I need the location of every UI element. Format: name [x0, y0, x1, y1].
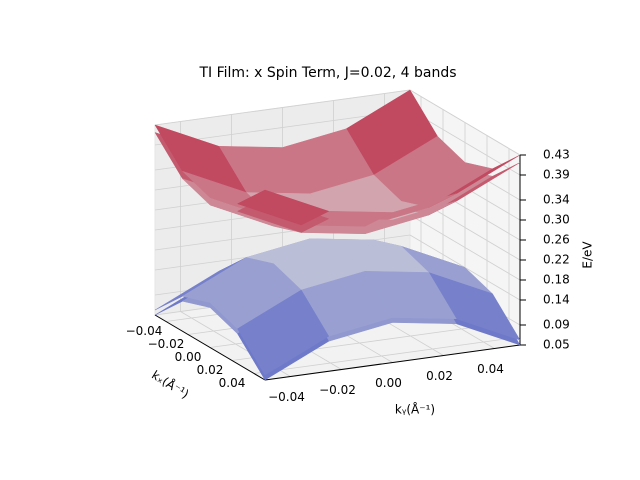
z-tick-label: 0.18 — [543, 273, 570, 287]
axis-line — [154, 314, 266, 381]
x-tick-label: 0.00 — [175, 350, 202, 364]
y-tick-label: −0.02 — [319, 383, 356, 397]
y-axis-label: kᵧ(Å⁻¹) — [395, 402, 435, 417]
grid-line — [409, 214, 521, 281]
x-axis-label: kₓ(Å⁻¹) — [149, 367, 192, 401]
y-tick-label: −0.04 — [268, 390, 305, 404]
z-tick-label: 0.05 — [543, 338, 570, 352]
z-tick-label: 0.14 — [543, 293, 570, 307]
z-tick-label: 0.43 — [543, 148, 570, 162]
z-tick-label: 0.34 — [543, 193, 570, 207]
chart-title: TI Film: x Spin Term, J=0.02, 4 bands — [198, 65, 456, 81]
surfaces — [154, 89, 521, 381]
y-tick-label: 0.02 — [426, 369, 453, 383]
surface-face — [237, 289, 330, 376]
z-tick-label: 0.26 — [543, 233, 570, 247]
z-tick-label: 0.30 — [543, 213, 570, 227]
z-tick-label: 0.22 — [543, 253, 570, 267]
grid-line — [409, 89, 521, 156]
z-tick-label: 0.39 — [543, 168, 570, 182]
x-tick-label: 0.04 — [219, 376, 246, 390]
y-tick-label: 0.00 — [375, 376, 402, 390]
surface-face — [236, 189, 330, 226]
axis-line — [264, 344, 521, 381]
x-tick-label: 0.02 — [197, 363, 224, 377]
x-tick-label: −0.04 — [126, 324, 163, 338]
y-tick-label: 0.04 — [477, 362, 504, 376]
z-tick-label: 0.09 — [543, 318, 570, 332]
x-tick-label: −0.02 — [148, 337, 185, 351]
grid-line — [154, 89, 411, 126]
z-axis-label: E/eV — [581, 241, 595, 269]
